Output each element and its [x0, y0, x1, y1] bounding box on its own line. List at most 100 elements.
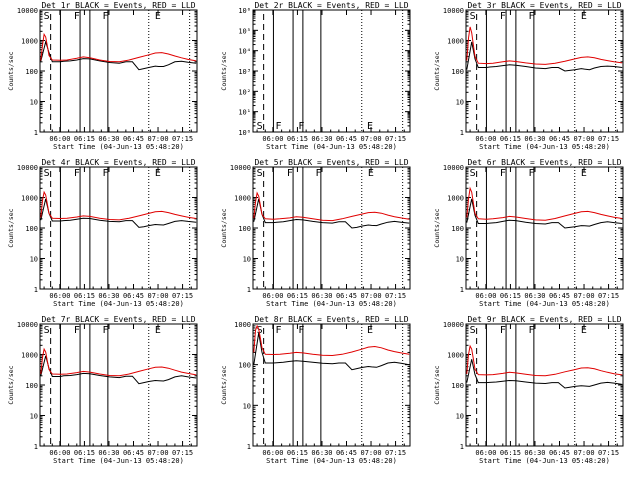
x-tick-label: 06:30 [524, 292, 545, 300]
segment-marker-label: F [103, 11, 109, 22]
y-axis-label: Counts/sec [433, 365, 441, 404]
x-tick-label: 07:00 [573, 135, 594, 143]
x-tick-label: 06:15 [74, 135, 95, 143]
x-tick-label: 06:30 [311, 292, 332, 300]
y-tick-label: 100 [451, 68, 464, 76]
plot-frame [39, 323, 198, 447]
x-tick-label: 06:45 [549, 292, 570, 300]
y-tick-label: 100 [25, 225, 38, 233]
x-tick-label: 07:15 [598, 135, 619, 143]
events-series-line [466, 359, 623, 389]
y-tick-label: 1 [460, 443, 464, 451]
y-tick-label: 1 [460, 286, 464, 294]
x-tick-label: 07:00 [360, 135, 381, 143]
x-tick-label: 07:15 [172, 135, 193, 143]
y-axis-label: Counts/sec [433, 51, 441, 90]
lld-series-line [40, 347, 197, 377]
segment-marker-label: E [367, 121, 373, 132]
x-tick-label: 06:30 [311, 449, 332, 457]
plot-frame [252, 323, 411, 447]
events-series-line [40, 40, 197, 71]
lld-series-line [466, 344, 623, 377]
chart-title: Det 4r BLACK = Events, RED = LLD [41, 158, 195, 167]
segment-marker-label: S [470, 11, 476, 22]
segment-marker-label: F [529, 325, 535, 336]
segment-marker-label: E [581, 11, 587, 22]
y-tick-label: 1000 [21, 195, 38, 203]
y-tick-label: 10 [456, 256, 464, 264]
y-tick-label: 100 [238, 225, 251, 233]
y-axis-label: Counts/sec [433, 208, 441, 247]
lld-series-line [40, 32, 197, 63]
y-axis-label: Counts/sec [220, 208, 228, 247]
x-tick-label: 06:00 [49, 135, 70, 143]
segment-marker-label: F [529, 11, 535, 22]
segment-marker-label: F [298, 121, 304, 132]
x-tick-label: 07:00 [147, 135, 168, 143]
lld-series-line [40, 190, 197, 221]
x-tick-label: 06:15 [287, 449, 308, 457]
plot-frame [39, 9, 198, 133]
y-tick-label: 10000 [17, 164, 38, 172]
y-tick-label: 10000 [17, 321, 38, 329]
x-tick-label: 07:15 [385, 449, 406, 457]
chart-title: Det 8r BLACK = Events, RED = LLD [254, 315, 408, 324]
chart-title: Det 6r BLACK = Events, RED = LLD [467, 158, 621, 167]
segment-marker-label: S [470, 325, 476, 336]
y-axis-label: Counts/sec [7, 208, 15, 247]
x-tick-label: 06:30 [311, 135, 332, 143]
y-tick-label: 1000 [234, 321, 251, 329]
y-axis-label: Counts/sec [7, 365, 15, 404]
segment-marker-label: F [74, 168, 80, 179]
segment-marker-label: F [103, 325, 109, 336]
y-tick-label: 1 [34, 286, 38, 294]
segment-marker-label: F [275, 121, 281, 132]
segment-marker-label: F [500, 11, 506, 22]
y-tick-label: 1000 [21, 38, 38, 46]
y-tick-label: 10³ [238, 68, 251, 76]
x-tick-label: 06:30 [98, 449, 119, 457]
y-tick-label: 10000 [443, 164, 464, 172]
x-tick-label: 06:15 [74, 292, 95, 300]
chart-panel: Det 1r BLACK = Events, RED = LLD 1 10 100 10… [7, 1, 198, 151]
x-tick-label: 07:15 [385, 135, 406, 143]
segment-marker-label: F [500, 168, 506, 179]
y-tick-label: 10 [243, 256, 251, 264]
x-tick-label: 06:45 [336, 135, 357, 143]
x-tick-label: 07:15 [172, 449, 193, 457]
x-tick-label: 06:15 [500, 135, 521, 143]
y-tick-label: 1 [247, 443, 251, 451]
x-tick-label: 06:45 [549, 449, 570, 457]
y-tick-label: 1000 [447, 195, 464, 203]
y-tick-label: 100 [451, 382, 464, 390]
segment-marker-label: S [44, 168, 50, 179]
x-tick-label: 07:00 [573, 292, 594, 300]
y-tick-label: 100 [238, 362, 251, 370]
x-axis-label: Start Time (04-Jun-13 05:48:20) [53, 143, 184, 151]
plot-frame [39, 166, 198, 290]
chart-panel: Det 2r BLACK = Events, RED = LLD 10⁰ 10¹ 10… [220, 1, 411, 151]
y-axis-label: Counts/sec [220, 51, 228, 90]
events-series-line [466, 41, 623, 72]
x-tick-label: 06:30 [524, 135, 545, 143]
y-tick-label: 10 [30, 256, 38, 264]
x-axis-label: Start Time (04-Jun-13 05:48:20) [53, 300, 184, 308]
y-axis-label: Counts/sec [7, 51, 15, 90]
chart-title: Det 1r BLACK = Events, RED = LLD [41, 1, 195, 10]
segment-marker-label: F [74, 11, 80, 22]
chart-title: Det 2r BLACK = Events, RED = LLD [254, 1, 408, 10]
plot-frame [465, 323, 624, 447]
x-tick-label: 06:30 [98, 135, 119, 143]
x-tick-label: 06:45 [123, 135, 144, 143]
x-tick-label: 06:00 [475, 449, 496, 457]
x-tick-label: 07:00 [573, 449, 594, 457]
chart-panel: Det 8r BLACK = Events, RED = LLD 1 10 100 10… [220, 315, 411, 465]
segment-marker-label: F [287, 168, 293, 179]
x-tick-label: 06:15 [500, 292, 521, 300]
x-axis-label: Start Time (04-Jun-13 05:48:20) [479, 143, 610, 151]
x-tick-label: 06:15 [287, 135, 308, 143]
x-tick-label: 06:45 [336, 449, 357, 457]
y-tick-label: 10000 [230, 164, 251, 172]
